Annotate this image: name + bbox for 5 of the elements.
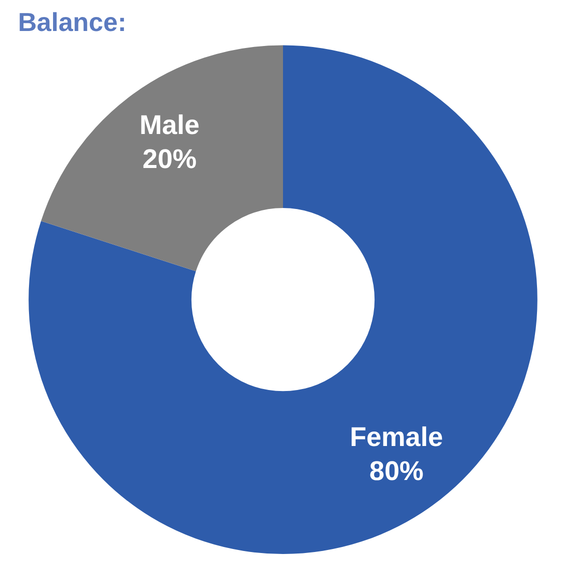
slice-label: Male [140,110,200,140]
data-label: 20% [142,144,197,174]
slice-label: Female [350,422,443,452]
data-label: 80% [369,456,424,486]
chart-title: Balance: [18,6,126,37]
